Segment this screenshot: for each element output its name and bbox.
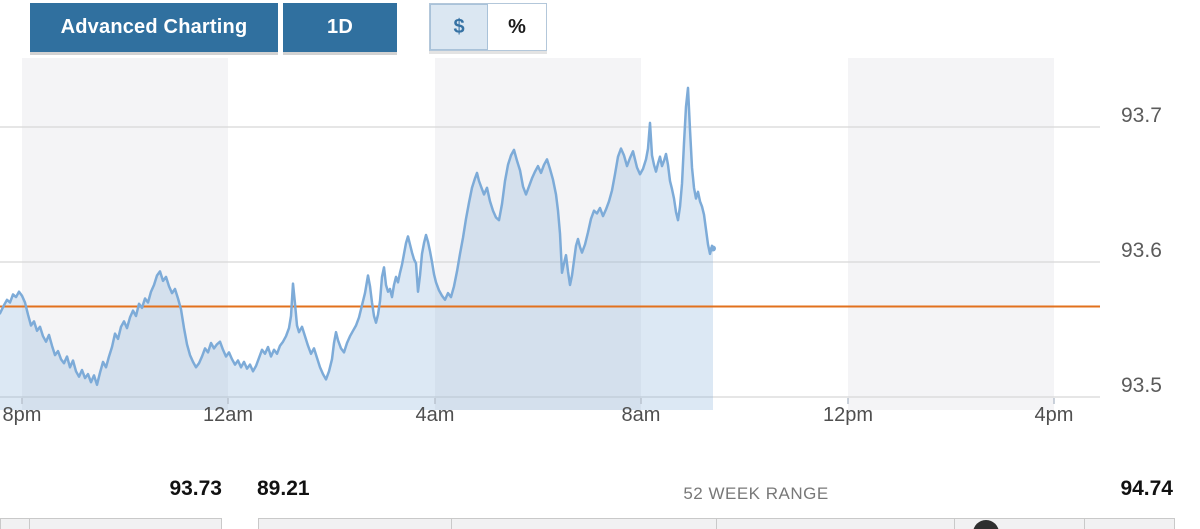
x-axis-label: 12pm [822, 404, 874, 426]
advanced-charting-button[interactable]: Advanced Charting [30, 3, 278, 52]
unit-toggle: $ % [429, 3, 547, 51]
x-axis-label: 8am [621, 404, 661, 426]
x-axis-label: 4pm [1034, 404, 1074, 426]
track-divider [716, 519, 717, 529]
price-area [0, 87, 713, 411]
advanced-charting-label: Advanced Charting [60, 16, 248, 38]
track-divider [451, 519, 452, 529]
x-axis-label: 8pm [2, 404, 42, 426]
week52-high-value: 94.74 [1120, 477, 1173, 500]
percent-toggle-button[interactable]: % [488, 4, 546, 50]
timeframe-label: 1D [327, 16, 353, 38]
track-divider [954, 519, 955, 529]
timeframe-1d-button[interactable]: 1D [283, 3, 397, 52]
week52-range-label: 52 WEEK RANGE [683, 484, 829, 503]
y-axis-label: 93.7 [1121, 104, 1162, 127]
y-axis-label: 93.6 [1121, 239, 1162, 262]
week52-low-value: 89.21 [257, 477, 310, 500]
week52-range-track [258, 518, 1175, 529]
percent-icon: % [508, 15, 526, 38]
dollar-icon: $ [453, 15, 465, 38]
x-axis-label: 4am [415, 404, 455, 426]
time-band [848, 58, 1054, 410]
track-divider [1084, 519, 1085, 529]
week52-position-knob [973, 520, 999, 529]
last-price-dot [710, 245, 716, 252]
y-axis-label: 93.5 [1121, 374, 1162, 397]
dollar-toggle-button[interactable]: $ [430, 4, 488, 50]
time-band [435, 58, 641, 410]
day-range-high-value: 93.73 [169, 477, 222, 500]
price-line [0, 86, 715, 387]
x-axis-label: 12am [202, 404, 254, 426]
track-divider [29, 519, 30, 529]
day-range-track [0, 518, 222, 529]
